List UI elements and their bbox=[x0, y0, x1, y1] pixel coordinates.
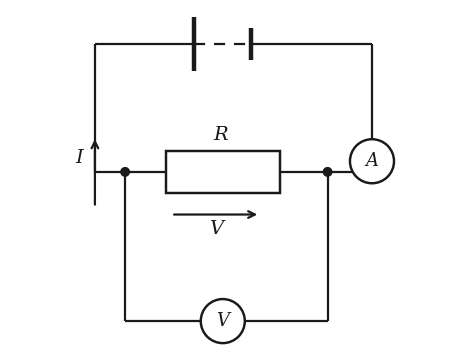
Circle shape bbox=[350, 139, 394, 183]
Text: V: V bbox=[216, 312, 229, 330]
Text: I: I bbox=[75, 149, 83, 167]
Text: V: V bbox=[209, 220, 223, 238]
Text: A: A bbox=[365, 152, 378, 170]
Text: R: R bbox=[214, 126, 228, 144]
Circle shape bbox=[121, 168, 129, 176]
Circle shape bbox=[201, 299, 245, 343]
Circle shape bbox=[323, 168, 332, 176]
Bar bbox=[166, 151, 280, 193]
